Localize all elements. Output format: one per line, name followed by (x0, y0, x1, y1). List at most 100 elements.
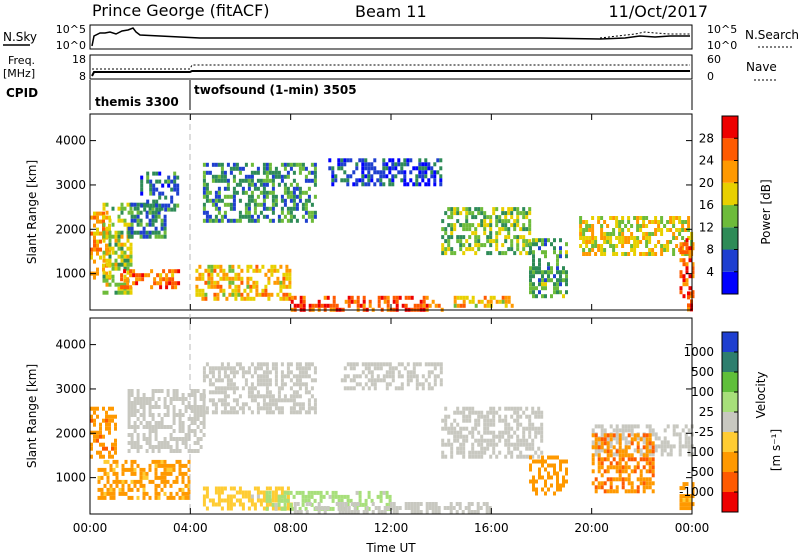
power-cell (412, 182, 416, 187)
power-cell (480, 299, 484, 304)
power-cell (355, 182, 359, 187)
power-cell (237, 264, 241, 269)
velocity-cell (127, 393, 131, 397)
power-cell (424, 162, 428, 167)
velocity-cell (600, 437, 604, 442)
velocity-cell (609, 449, 613, 454)
power-cell (231, 292, 235, 297)
power-cell (504, 299, 508, 304)
power-cell (486, 215, 490, 220)
power-cell (105, 210, 109, 215)
power-cell (231, 264, 235, 269)
velocity-cell (340, 494, 344, 499)
velocity-cell (199, 445, 203, 449)
velocity-cell (211, 410, 215, 415)
power-cell (105, 202, 109, 207)
power-cell (612, 232, 616, 236)
power-cell (246, 268, 250, 273)
velocity-cell (606, 469, 610, 474)
velocity-cell (289, 386, 293, 391)
power-cell (559, 250, 562, 255)
velocity-cell (516, 406, 520, 411)
velocity-cell (550, 463, 553, 468)
power-cell (394, 174, 398, 179)
velocity-cell (130, 463, 134, 468)
velocity-cell (133, 445, 137, 449)
velocity-cell (606, 477, 610, 482)
power-cell (99, 255, 102, 260)
power-cell (244, 202, 248, 207)
velocity-cell (594, 433, 598, 438)
velocity-cell (154, 459, 158, 464)
power-cell (171, 269, 175, 274)
velocity-cell (178, 437, 182, 441)
power-cell (343, 158, 347, 163)
velocity-cell (298, 490, 302, 495)
velocity-cell (256, 402, 260, 407)
velocity-cell (642, 433, 646, 438)
power-cell (267, 292, 271, 297)
velocity-cell (326, 506, 330, 510)
power-cell (501, 295, 505, 300)
power-cell (654, 244, 658, 248)
velocity-cell (202, 417, 206, 421)
power-cell (163, 230, 167, 235)
power-cell (142, 234, 146, 239)
velocity-cell (488, 510, 492, 514)
velocity-cell (211, 382, 215, 387)
velocity-cell (169, 467, 173, 472)
velocity-cell (624, 428, 628, 433)
velocity-cell (103, 471, 107, 476)
velocity-cell (603, 433, 607, 438)
velocity-cell (298, 382, 302, 387)
velocity-cell (459, 446, 463, 451)
velocity-cell (241, 494, 245, 499)
velocity-cell (465, 406, 469, 411)
power-cell (152, 183, 156, 188)
power-cell (114, 266, 118, 271)
power-cell (176, 191, 180, 196)
power-cell (474, 303, 478, 308)
power-cell (126, 281, 130, 286)
velocity-cell (603, 481, 607, 486)
velocity-cell (504, 438, 508, 443)
power-cell (152, 191, 156, 196)
power-cell (173, 183, 177, 188)
velocity-cell (382, 490, 386, 495)
velocity-cell (196, 441, 200, 445)
power-cell (373, 182, 377, 187)
velocity-cell (178, 467, 182, 472)
velocity-cell (220, 410, 224, 415)
velocity-cell (256, 378, 260, 383)
velocity-cell (187, 425, 191, 429)
velocity-cell (96, 430, 99, 435)
velocity-cell (175, 393, 179, 397)
velocity-cell (687, 444, 691, 449)
velocity-cell (139, 471, 143, 476)
power-cell (660, 248, 664, 252)
velocity-cell (645, 445, 649, 450)
power-cell (528, 211, 532, 216)
power-cell (310, 202, 314, 207)
power-cell (262, 170, 266, 175)
velocity-cell (529, 463, 532, 468)
velocity-cell (97, 479, 101, 484)
velocity-cell (621, 481, 625, 486)
power-cell (222, 288, 226, 293)
power-cell (283, 182, 287, 187)
velocity-cell (627, 477, 631, 482)
power-cell (108, 251, 111, 256)
velocity-cell (639, 452, 643, 457)
velocity-cell (181, 491, 185, 496)
power-cell (120, 250, 124, 255)
power-cell (313, 178, 317, 183)
velocity-cell (169, 471, 173, 476)
power-cell (168, 269, 172, 274)
velocity-cell (433, 378, 437, 383)
velocity-cell (436, 374, 440, 379)
power-cell (510, 303, 514, 308)
power-cell (642, 216, 646, 220)
power-cell (606, 232, 610, 236)
velocity-cell (265, 366, 269, 371)
velocity-cell (565, 467, 568, 472)
